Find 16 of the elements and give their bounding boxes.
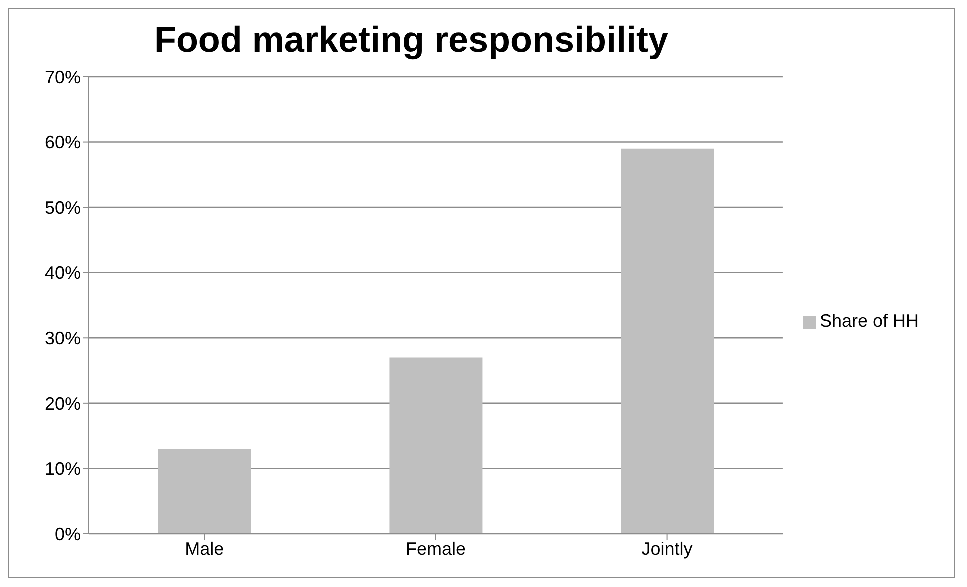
y-tick-label: 50% bbox=[44, 198, 81, 218]
y-tick-label: 20% bbox=[44, 394, 81, 414]
y-tick-label: 30% bbox=[44, 328, 81, 349]
x-tick-label: Jointly bbox=[642, 538, 693, 559]
y-tick-label: 60% bbox=[44, 132, 81, 153]
legend-label: Share of HH bbox=[820, 311, 919, 331]
y-tick-label: 0% bbox=[54, 524, 81, 544]
y-tick-label: 70% bbox=[44, 67, 81, 88]
y-tick-label: 10% bbox=[44, 459, 81, 480]
bar bbox=[621, 148, 714, 534]
chart-title: Food marketing responsibility bbox=[153, 18, 670, 62]
x-tick-label: Male bbox=[185, 538, 224, 559]
bar bbox=[390, 358, 483, 534]
y-tick-label: 40% bbox=[44, 263, 81, 284]
bar bbox=[158, 449, 252, 534]
x-tick-label: Female bbox=[406, 538, 466, 559]
